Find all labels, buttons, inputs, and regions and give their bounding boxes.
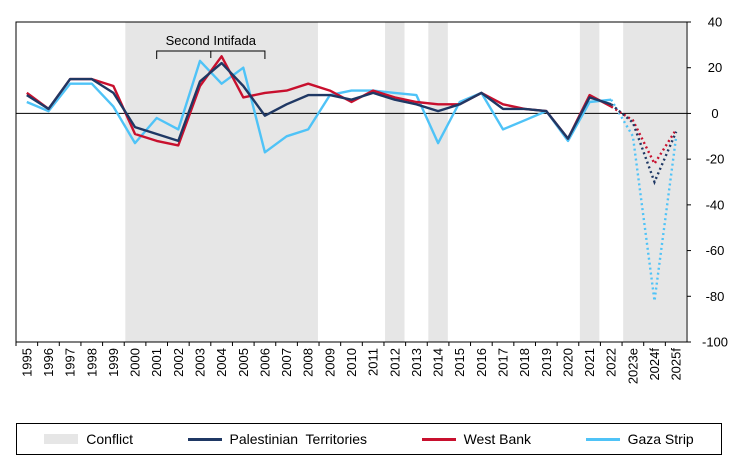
- legend-label-west-bank: West Bank: [463, 431, 532, 447]
- x-tick-label: 2006: [257, 348, 272, 377]
- x-tick-label: 2000: [128, 348, 143, 377]
- conflict-band-2014: [428, 22, 448, 342]
- legend-label-palestinian-territories: Palestinian Territories: [229, 431, 368, 447]
- x-tick-label: 2002: [171, 348, 186, 377]
- x-tick-label: 1998: [84, 348, 99, 377]
- second-intifada-annotation: Second Intifada: [156, 33, 266, 59]
- legend-swatch-west-bank: [421, 437, 456, 441]
- x-tick-label: 2021: [582, 348, 597, 377]
- x-tick-label: 2023e: [625, 348, 640, 384]
- legend-label-gaza-strip: Gaza Strip: [627, 431, 694, 447]
- legend-label-conflict: Conflict: [86, 431, 133, 447]
- series-line-gaza-strip: [26, 59, 612, 154]
- legend: Conflict Palestinian Territories West Ba…: [16, 423, 722, 455]
- series-line-west-bank: [26, 55, 612, 147]
- legend-swatch-palestinian-territories: [187, 437, 222, 441]
- x-tick-label: 2009: [322, 348, 337, 377]
- series-line-palestinian-territories: [26, 61, 612, 143]
- x-tick-label: 2011: [366, 348, 381, 376]
- x-tick-label: 2024f: [647, 348, 662, 381]
- y-tick-label: -60: [706, 243, 725, 258]
- y-tick-label: 40: [708, 15, 722, 30]
- annotation-label: Second Intifada: [166, 33, 257, 48]
- x-tick-label: 2004: [214, 348, 229, 377]
- conflict-band-2021: [579, 22, 600, 342]
- legend-swatch-gaza-strip: [585, 437, 620, 441]
- x-tick-label: 2010: [344, 348, 359, 377]
- x-tick-label: 2003: [192, 348, 207, 377]
- x-tick-label: 2007: [279, 348, 294, 377]
- y-tick-label: -100: [702, 335, 728, 350]
- x-axis: 1995 1996 1997 1998 1999 2000 2001 2002 2003 2004…: [15, 342, 684, 384]
- plot-frame: [15, 21, 688, 343]
- x-tick-label: 1997: [63, 348, 78, 377]
- x-tick-label: 2020: [560, 348, 575, 377]
- x-tick-label: 1999: [106, 348, 121, 377]
- x-tick-label: 2014: [431, 348, 446, 377]
- x-tick-label: 2008: [301, 348, 316, 377]
- y-tick-label: 0: [711, 106, 718, 121]
- x-tick-label: 1995: [19, 348, 34, 377]
- y-tick-label: 20: [708, 60, 722, 75]
- x-tick-label: 2016: [474, 348, 489, 377]
- conflict-bands: [125, 22, 686, 342]
- y-tick-label: -20: [706, 152, 725, 167]
- x-tick-label: 2005: [236, 348, 251, 377]
- series-layer: [26, 55, 678, 302]
- y-axis: 40 20 0 -20 -40 -60 -80 -100: [687, 15, 728, 350]
- legend-swatch-conflict: [44, 434, 79, 444]
- x-tick-label: 2012: [387, 348, 402, 377]
- legend-item-conflict: Conflict: [44, 431, 133, 447]
- x-tick-label: 2025f: [669, 348, 684, 381]
- legend-item-gaza-strip: Gaza Strip: [585, 431, 694, 447]
- x-tick-label: 2022: [604, 348, 619, 377]
- x-tick-label: 2001: [149, 348, 164, 377]
- x-tick-label: 2017: [496, 348, 511, 377]
- conflict-band-2000: [125, 22, 318, 342]
- x-tick-label: 2019: [539, 348, 554, 377]
- legend-item-west-bank: West Bank: [421, 431, 532, 447]
- x-tick-label: 2013: [409, 348, 424, 377]
- x-tick-label: 2015: [452, 348, 467, 377]
- annotation-bracket: [156, 50, 266, 59]
- legend-item-palestinian-territories: Palestinian Territories: [187, 431, 368, 447]
- x-tick-label: 2018: [517, 348, 532, 377]
- series-forecast-gaza-strip: [610, 99, 678, 302]
- y-tick-label: -40: [706, 197, 725, 212]
- conflict-band-2012: [385, 22, 405, 342]
- y-tick-label: -80: [706, 289, 725, 304]
- x-tick-label: 1996: [41, 348, 56, 377]
